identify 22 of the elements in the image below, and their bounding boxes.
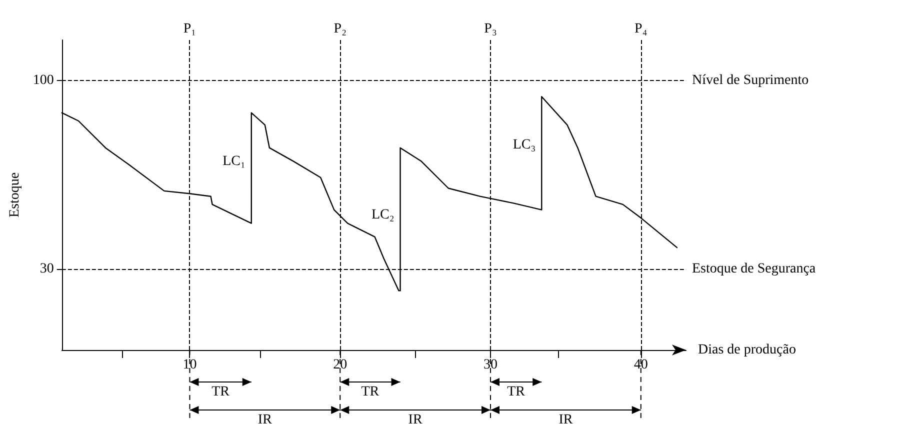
ref-line-label: P₄ xyxy=(634,22,648,36)
text: TR xyxy=(212,384,230,400)
x-tick-label: 20 xyxy=(333,358,348,372)
x-tick-label: 40 xyxy=(634,358,648,372)
ref-line-label: P₁ xyxy=(183,22,196,36)
text: IR xyxy=(558,412,574,428)
text: IR xyxy=(258,412,273,428)
y-axis-title: Estoque xyxy=(8,172,22,218)
ref-line-label: Nível de Suprimento xyxy=(692,72,809,88)
text: TR xyxy=(507,384,526,400)
ref-line-label: P₂ xyxy=(334,22,347,36)
x-tick-label: 10 xyxy=(182,358,197,372)
text: IR xyxy=(408,412,423,428)
text: TR xyxy=(361,384,380,400)
x-axis-title: Dias de produção xyxy=(698,342,796,358)
y-tick-label: 100 xyxy=(32,72,54,88)
x-tick-label: 30 xyxy=(484,358,498,372)
annotation: LC₃ xyxy=(512,138,536,153)
annotation: LC₂ xyxy=(371,208,394,223)
ref-line-label: P₃ xyxy=(484,22,497,36)
ref-line-label: Estoque de Segurança xyxy=(692,262,816,277)
annotation: LC₁ xyxy=(222,154,246,169)
